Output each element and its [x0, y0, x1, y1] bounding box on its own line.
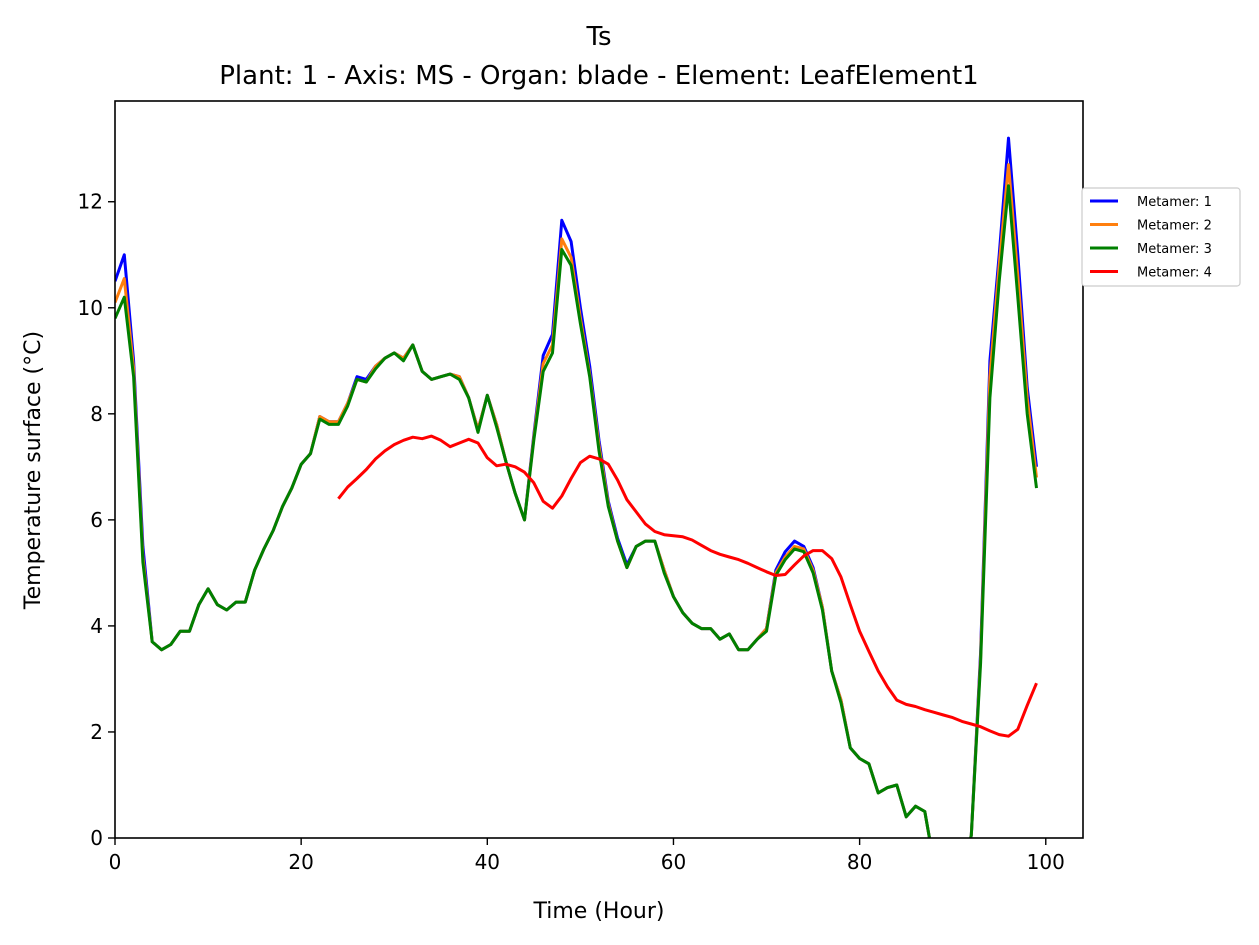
legend-frame — [1081, 187, 1241, 287]
legend-label-1: Metamer: 1 — [1137, 195, 1212, 210]
y-tick-label: 6 — [90, 508, 103, 532]
y-axis: 0 2 4 6 8 10 12 — [78, 190, 115, 850]
legend-label-4: Metamer: 4 — [1137, 266, 1212, 281]
x-tick-label: 100 — [1027, 850, 1065, 874]
series-line-3 — [115, 184, 1038, 838]
chart-subtitle: Plant: 1 - Axis: MS - Organ: blade - Ele… — [219, 61, 978, 91]
chart-title: Ts — [585, 22, 611, 52]
legend: Metamer: 1 Metamer: 2 Metamer: 3 Metamer: 4 — [1081, 187, 1241, 287]
series-line-4 — [337, 434, 1038, 738]
legend-label-3: Metamer: 3 — [1137, 242, 1212, 257]
series-layer — [115, 136, 1038, 838]
y-tick-label: 12 — [78, 190, 103, 214]
x-axis: 0 20 40 60 80 100 — [109, 838, 1065, 874]
x-tick-label: 80 — [847, 850, 872, 874]
x-tick-label: 60 — [661, 850, 686, 874]
x-tick-label: 20 — [288, 850, 313, 874]
plot-frame — [114, 100, 1084, 839]
legend-label-2: Metamer: 2 — [1137, 219, 1212, 234]
y-axis-label: Temperature surface (°C) — [21, 331, 46, 610]
y-tick-label: 10 — [78, 296, 103, 320]
y-tick-label: 8 — [90, 402, 103, 426]
series-line-1 — [115, 136, 1038, 838]
x-tick-label: 40 — [475, 850, 500, 874]
y-tick-label: 4 — [90, 614, 103, 638]
x-axis-label: Time (Hour) — [533, 899, 665, 924]
y-tick-label: 0 — [90, 826, 103, 850]
x-tick-label: 0 — [109, 850, 122, 874]
y-tick-label: 2 — [90, 720, 103, 744]
